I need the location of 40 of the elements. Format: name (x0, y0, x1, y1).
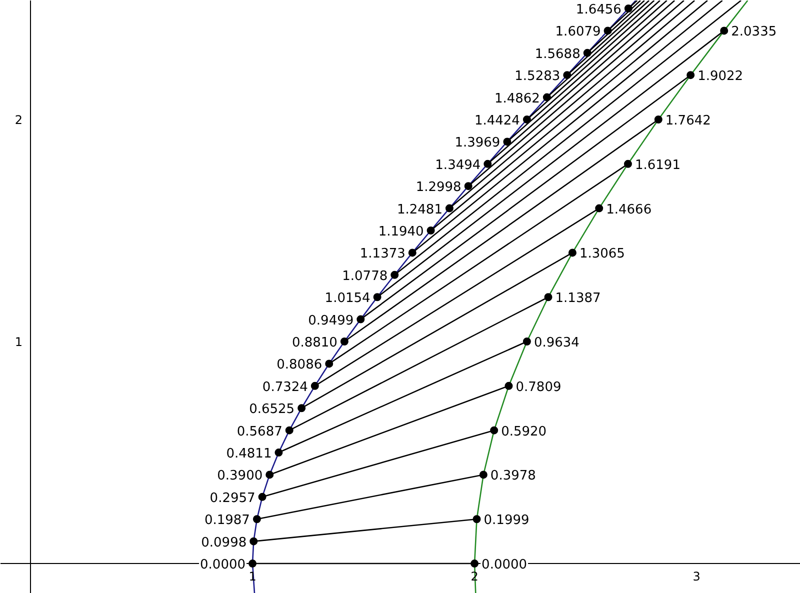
annotation: 0.7809 (516, 380, 562, 395)
annotation: 0.0000 (482, 558, 528, 573)
annotation: 1.1387 (555, 291, 601, 306)
annotation: 1.4862 (494, 91, 540, 106)
annotation: 1.6079 (555, 24, 601, 40)
annotation: 0.7324 (262, 380, 308, 395)
annotation: 0.9634 (534, 336, 580, 351)
annotation: 1.0778 (342, 268, 388, 284)
annotation: 0.8810 (292, 336, 338, 351)
annotation: 0.0000 (200, 558, 246, 573)
annotation: 1.5283 (514, 69, 560, 84)
annotation: 1.0154 (324, 291, 370, 306)
annotation: 0.1999 (484, 513, 530, 528)
annotation: 0.5687 (236, 424, 282, 440)
annotation: 1.2998 (416, 180, 462, 196)
annotation: 1.2481 (396, 202, 442, 218)
annotation: 0.5920 (501, 424, 547, 440)
annotation: 1.3065 (579, 246, 625, 262)
annotation: 1.9022 (698, 69, 744, 84)
annotation: 0.3900 (217, 468, 263, 484)
annotation: 1.6191 (634, 158, 680, 173)
annotation: 0.1987 (204, 513, 250, 528)
annotation: 1.3494 (435, 158, 481, 173)
annotation: 1.1940 (378, 224, 424, 240)
annotation: 1.4666 (606, 202, 652, 218)
annotation: 0.4811 (226, 446, 272, 462)
annotation: 0.2957 (210, 490, 256, 506)
annotation: 0.3978 (490, 468, 536, 484)
annotation: 0.9499 (308, 313, 354, 328)
annotation: 1.1373 (360, 246, 406, 262)
annotation: 1.7642 (665, 114, 711, 128)
annotation: 0.8086 (276, 358, 322, 373)
annotation: 0.6525 (249, 402, 295, 418)
annotation: 1.5688 (534, 46, 580, 62)
x-tick-label: 3 (692, 570, 700, 584)
annotation: 2.0335 (731, 24, 777, 40)
annotation: 1.6456 (576, 2, 622, 18)
annotation: 1.3969 (454, 136, 500, 151)
annotation: 0.0998 (201, 535, 247, 550)
annotation: 1.4424 (474, 114, 520, 128)
